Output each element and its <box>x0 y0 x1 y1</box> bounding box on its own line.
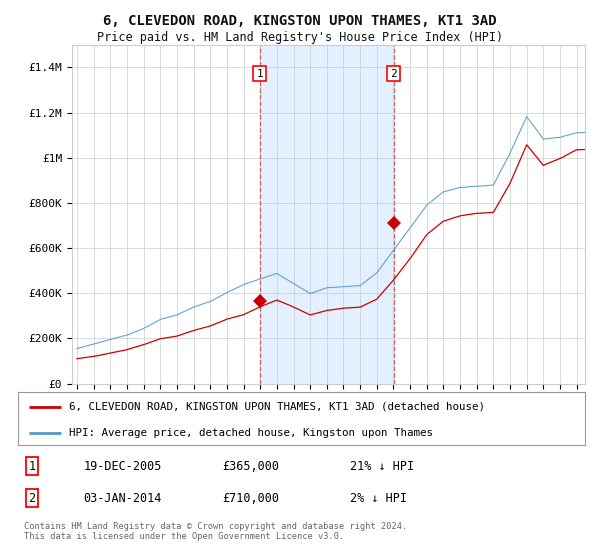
Text: Contains HM Land Registry data © Crown copyright and database right 2024.
This d: Contains HM Land Registry data © Crown c… <box>24 522 407 542</box>
Bar <box>260 45 394 384</box>
Text: 6, CLEVEDON ROAD, KINGSTON UPON THAMES, KT1 3AD (detached house): 6, CLEVEDON ROAD, KINGSTON UPON THAMES, … <box>69 402 485 412</box>
Text: £365,000: £365,000 <box>222 460 279 473</box>
Text: 1: 1 <box>256 68 263 78</box>
Text: 2: 2 <box>29 492 36 505</box>
Text: 1: 1 <box>29 460 36 473</box>
Text: 19-DEC-2005: 19-DEC-2005 <box>83 460 161 473</box>
Text: 6, CLEVEDON ROAD, KINGSTON UPON THAMES, KT1 3AD: 6, CLEVEDON ROAD, KINGSTON UPON THAMES, … <box>103 14 497 28</box>
Text: £710,000: £710,000 <box>222 492 279 505</box>
Text: HPI: Average price, detached house, Kingston upon Thames: HPI: Average price, detached house, King… <box>69 428 433 438</box>
Text: 03-JAN-2014: 03-JAN-2014 <box>83 492 161 505</box>
Text: 2: 2 <box>390 68 397 78</box>
Text: 2% ↓ HPI: 2% ↓ HPI <box>350 492 407 505</box>
Text: 21% ↓ HPI: 21% ↓ HPI <box>350 460 414 473</box>
Text: Price paid vs. HM Land Registry's House Price Index (HPI): Price paid vs. HM Land Registry's House … <box>97 31 503 44</box>
